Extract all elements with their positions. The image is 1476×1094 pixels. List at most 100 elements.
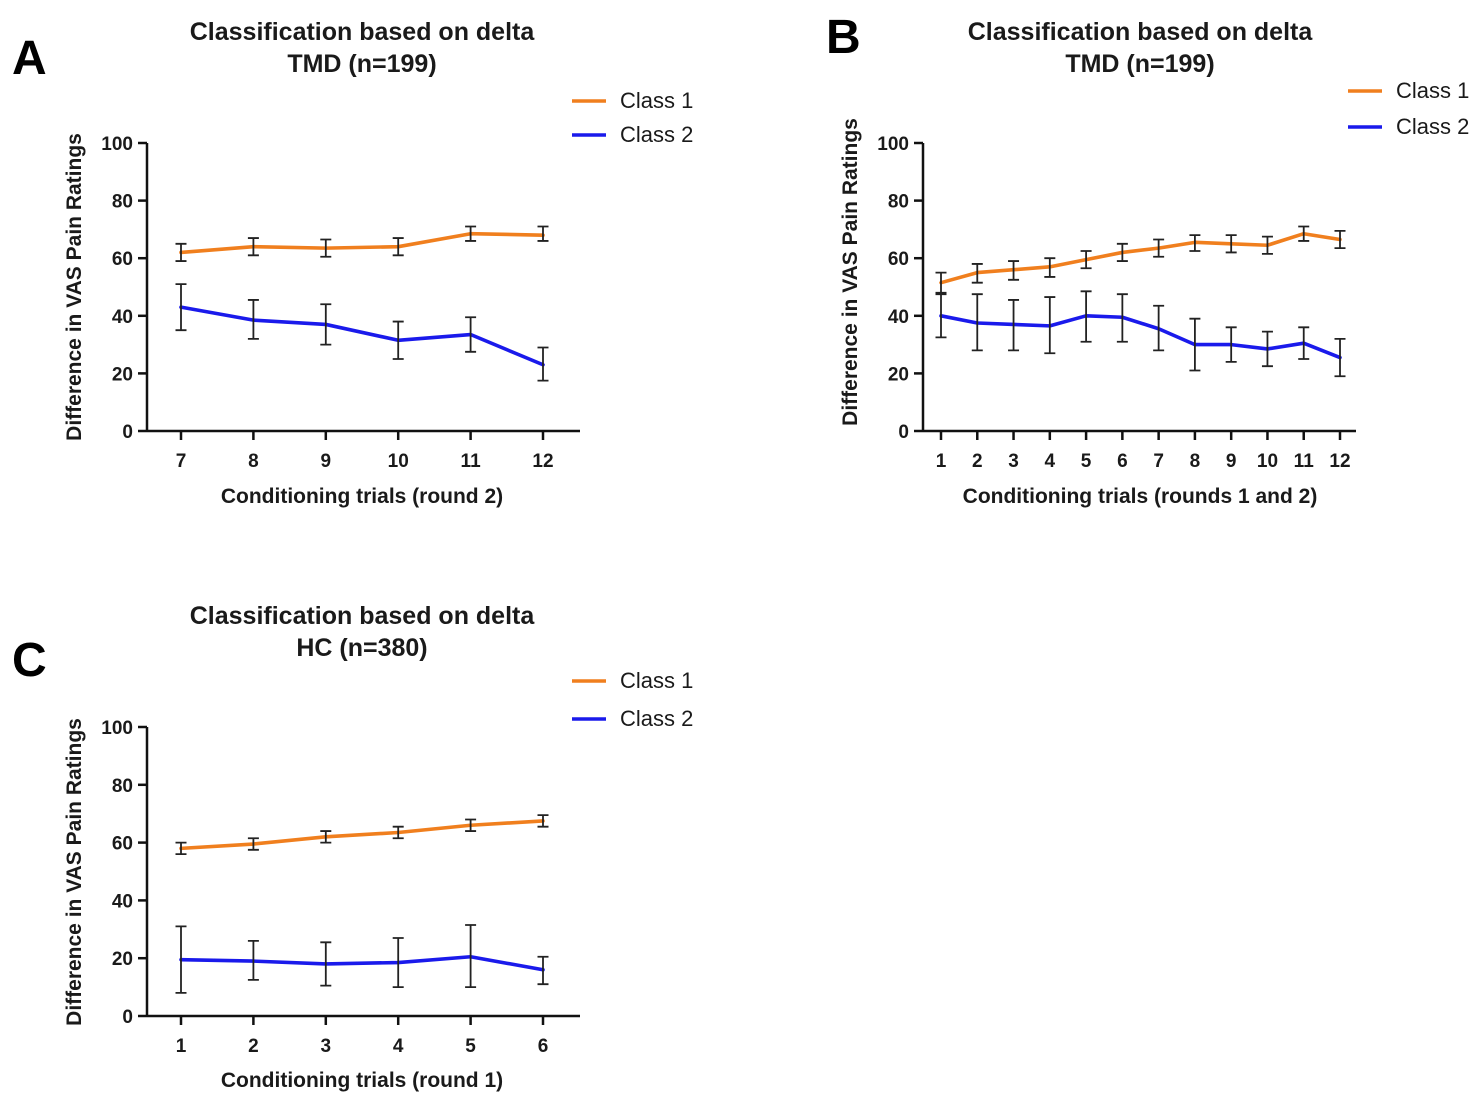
panel-b-class-1-error-bar: [1298, 225, 1310, 242]
panel-b-legend: Class 1 Class 2: [1348, 78, 1469, 139]
panel-b-class-2-error-bar: [1116, 293, 1128, 343]
panel-a-legend: Class 1 Class 2: [572, 88, 693, 147]
panel-a-title-line-2: TMD (n=199): [287, 50, 436, 78]
panel-a-y-axis-label: Difference in VAS Pain Ratings: [63, 133, 86, 441]
panel-c-y-axis-label: Difference in VAS Pain Ratings: [63, 718, 86, 1026]
panel-a-class-2-error-bar: [175, 283, 187, 332]
panel-b-class-1-error-bar: [1080, 250, 1092, 270]
panel-a-class-1-error-bar: [247, 237, 259, 257]
panel-c-class-1-error-bar: [537, 814, 549, 828]
panel-b-label: B: [826, 11, 861, 64]
panel-b-class-2-error-bar: [1080, 290, 1092, 343]
panel-b-y-tick-label: 0: [898, 422, 909, 443]
panel-b-class-1-error-bar: [1044, 257, 1056, 278]
panel-a-class-1-error-bar: [392, 237, 404, 257]
panel-c-x-tick-label: 5: [465, 1036, 476, 1057]
panel-b-x-tick-label: 9: [1226, 451, 1237, 472]
panel-a-x-tick-label: 12: [532, 451, 553, 472]
panel-c-class-2-error-bar: [320, 941, 332, 987]
panel-c-class-1-error-bar: [175, 841, 187, 856]
panel-b-class-2-error-bar: [1225, 326, 1237, 363]
panel-c-x-tick-label: 2: [248, 1036, 259, 1057]
panel-c-x-tick-label: 3: [321, 1036, 332, 1057]
panel-b-x-tick-label: 4: [1045, 451, 1056, 472]
panel-b-y-tick-label: 100: [877, 134, 909, 155]
panel-a-class-1-error-bar: [465, 225, 477, 242]
panel-b-x-tick-label: 5: [1081, 451, 1092, 472]
panel-c-y-tick-label: 100: [101, 718, 133, 739]
panel-c-marks: [175, 814, 549, 994]
panel-b-x-tick-label: 11: [1294, 451, 1315, 472]
panel-b-x-tick-label: 12: [1329, 451, 1350, 472]
panel-b-x-tick-label: 6: [1117, 451, 1128, 472]
panel-a-class-2-error-bar: [537, 346, 549, 382]
panel-b-class-2-line: [939, 313, 1342, 360]
panel-a-x-tick-label: 10: [388, 451, 409, 472]
panel-b-x-tick-label: 10: [1257, 451, 1278, 472]
panel-a-class-2-error-bar: [247, 299, 259, 340]
panel-a-y-tick-label: 80: [112, 192, 133, 213]
panel-b-title-line-1: Classification based on delta: [968, 18, 1314, 46]
panel-c-class-1-error-bar: [320, 830, 332, 844]
panel-c-class-2-error-bar: [537, 955, 549, 986]
panel-a-class-1-error-bar: [537, 225, 549, 242]
panel-a-x-axis-label: Conditioning trials (round 2): [221, 485, 503, 508]
panel-b-class-1-error-bar: [1153, 238, 1165, 258]
panel-c-class-1-error-bar: [247, 837, 259, 851]
panel-a-title-line-1: Classification based on delta: [190, 18, 536, 46]
panel-c-class-2-error-bar: [392, 937, 404, 988]
panel-c-title-line-2: HC (n=380): [296, 634, 427, 662]
panel-a-y-tick-label: 40: [112, 307, 133, 328]
panel-c-y-tick-label: 60: [112, 834, 133, 855]
panel-b-x-tick-label: 1: [936, 451, 947, 472]
panel-a-axes: 0 20 40 60 80 100 7 8 9 10 11 12: [101, 134, 580, 472]
panel-b-class-2-error-bar: [1298, 326, 1310, 360]
panel-c-legend-class-2: Class 2: [620, 706, 693, 731]
panel-c: C Classification based on delta HC (n=38…: [12, 602, 693, 1092]
panel-b-marks: [935, 225, 1346, 378]
panel-b-title-line-2: TMD (n=199): [1065, 50, 1214, 78]
panel-c-x-tick-label: 6: [538, 1036, 549, 1057]
panel-b-y-axis-label: Difference in VAS Pain Ratings: [839, 118, 862, 426]
panel-c-class-2-error-bar: [465, 924, 477, 988]
panel-b-x-tick-label: 3: [1008, 451, 1019, 472]
panel-a-class-2-line: [179, 305, 545, 367]
panel-b-class-1-error-bar: [1116, 242, 1128, 262]
panel-c-class-1-line: [179, 819, 545, 851]
panel-a-class-2-error-bar: [392, 320, 404, 360]
panel-a-y-tick-label: 0: [122, 422, 133, 443]
panel-b-y-tick-label: 20: [888, 364, 909, 385]
panel-b-class-1-error-bar: [1334, 229, 1346, 250]
panel-c-legend: Class 1 Class 2: [572, 668, 693, 731]
panel-b-class-1-line: [939, 231, 1342, 285]
panel-a-x-tick-label: 9: [321, 451, 332, 472]
panel-b-class-2-error-bar: [1261, 330, 1273, 368]
panel-a-x-tick-label: 8: [248, 451, 259, 472]
panel-c-y-tick-label: 0: [122, 1007, 133, 1028]
panel-b-class-2-error-bar: [1044, 296, 1056, 355]
panel-c-x-tick-label: 4: [393, 1036, 404, 1057]
panel-a-class-1-error-bar: [175, 242, 187, 262]
panel-b-y-tick-label: 80: [888, 192, 909, 213]
panel-c-class-1-error-bar: [465, 818, 477, 832]
panel-c-y-tick-label: 40: [112, 891, 133, 912]
panel-c-class-2-error-bar: [247, 939, 259, 981]
panel-a-x-tick-label: 7: [176, 451, 187, 472]
panel-a-x-tick-label: 11: [461, 451, 482, 472]
panel-b-class-2-error-bar: [971, 293, 983, 352]
panel-c-class-2-line: [179, 954, 545, 972]
panel-a-y-tick-label: 60: [112, 249, 133, 270]
panel-b: B Classification based on delta TMD (n=1…: [826, 11, 1469, 508]
panel-c-x-tick-label: 1: [176, 1036, 187, 1057]
panel-b-x-axis-label: Conditioning trials (rounds 1 and 2): [963, 485, 1318, 508]
panel-a-class-2-error-bar: [320, 303, 332, 346]
panel-c-y-tick-label: 20: [112, 949, 133, 970]
panel-c-title-line-1: Classification based on delta: [190, 602, 536, 630]
panel-b-x-tick-label: 8: [1190, 451, 1201, 472]
panel-c-class-1-error-bar: [392, 825, 404, 840]
panel-a-class-1-line: [179, 231, 545, 255]
panel-b-class-1-error-bar: [1008, 260, 1020, 281]
panel-c-y-tick-label: 80: [112, 776, 133, 797]
